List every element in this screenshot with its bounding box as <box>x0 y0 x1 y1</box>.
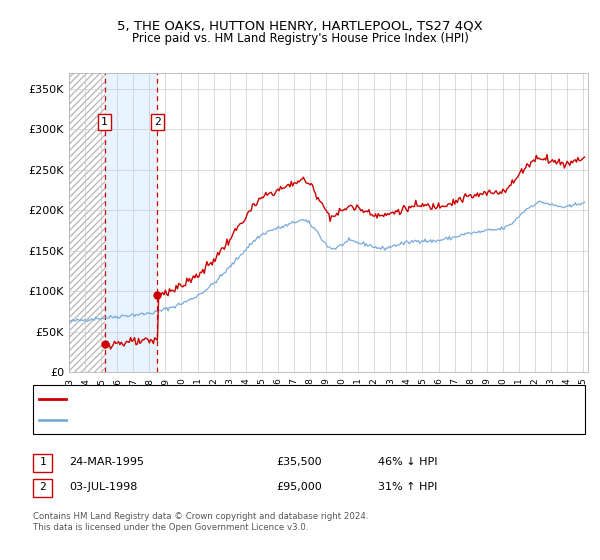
Text: £95,000: £95,000 <box>276 482 322 492</box>
Text: Price paid vs. HM Land Registry's House Price Index (HPI): Price paid vs. HM Land Registry's House … <box>131 32 469 45</box>
Text: £35,500: £35,500 <box>276 457 322 467</box>
Text: 5, THE OAKS, HUTTON HENRY, HARTLEPOOL, TS27 4QX (detached house): 5, THE OAKS, HUTTON HENRY, HARTLEPOOL, T… <box>70 394 430 404</box>
Text: 5, THE OAKS, HUTTON HENRY, HARTLEPOOL, TS27 4QX: 5, THE OAKS, HUTTON HENRY, HARTLEPOOL, T… <box>117 20 483 32</box>
Text: HPI: Average price, detached house, County Durham: HPI: Average price, detached house, Coun… <box>70 415 328 425</box>
Text: 1: 1 <box>39 457 46 467</box>
Text: 24-MAR-1995: 24-MAR-1995 <box>69 457 144 467</box>
Text: 2: 2 <box>39 482 46 492</box>
Text: 46% ↓ HPI: 46% ↓ HPI <box>378 457 437 467</box>
Text: 31% ↑ HPI: 31% ↑ HPI <box>378 482 437 492</box>
Text: 1: 1 <box>101 117 108 127</box>
Text: 03-JUL-1998: 03-JUL-1998 <box>69 482 137 492</box>
Bar <box>104 73 157 372</box>
Bar <box>69 73 104 372</box>
Text: 2: 2 <box>154 117 161 127</box>
Text: Contains HM Land Registry data © Crown copyright and database right 2024.
This d: Contains HM Land Registry data © Crown c… <box>33 512 368 532</box>
